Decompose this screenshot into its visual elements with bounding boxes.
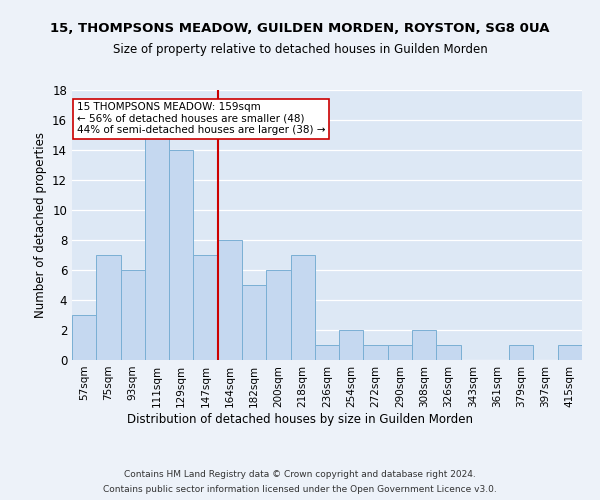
Bar — [266, 270, 290, 360]
Bar — [388, 345, 412, 360]
Y-axis label: Number of detached properties: Number of detached properties — [34, 132, 47, 318]
Bar — [242, 285, 266, 360]
Bar — [145, 135, 169, 360]
Bar — [364, 345, 388, 360]
Bar — [315, 345, 339, 360]
Text: 15, THOMPSONS MEADOW, GUILDEN MORDEN, ROYSTON, SG8 0UA: 15, THOMPSONS MEADOW, GUILDEN MORDEN, RO… — [50, 22, 550, 36]
Bar — [290, 255, 315, 360]
Text: Size of property relative to detached houses in Guilden Morden: Size of property relative to detached ho… — [113, 42, 487, 56]
Bar — [558, 345, 582, 360]
Bar — [193, 255, 218, 360]
Bar — [72, 315, 96, 360]
Bar — [339, 330, 364, 360]
Text: Distribution of detached houses by size in Guilden Morden: Distribution of detached houses by size … — [127, 412, 473, 426]
Bar — [509, 345, 533, 360]
Bar — [96, 255, 121, 360]
Bar — [412, 330, 436, 360]
Text: 15 THOMPSONS MEADOW: 159sqm
← 56% of detached houses are smaller (48)
44% of sem: 15 THOMPSONS MEADOW: 159sqm ← 56% of det… — [77, 102, 326, 136]
Text: Contains HM Land Registry data © Crown copyright and database right 2024.: Contains HM Land Registry data © Crown c… — [124, 470, 476, 479]
Bar — [121, 270, 145, 360]
Bar — [169, 150, 193, 360]
Text: Contains public sector information licensed under the Open Government Licence v3: Contains public sector information licen… — [103, 485, 497, 494]
Bar — [436, 345, 461, 360]
Bar — [218, 240, 242, 360]
